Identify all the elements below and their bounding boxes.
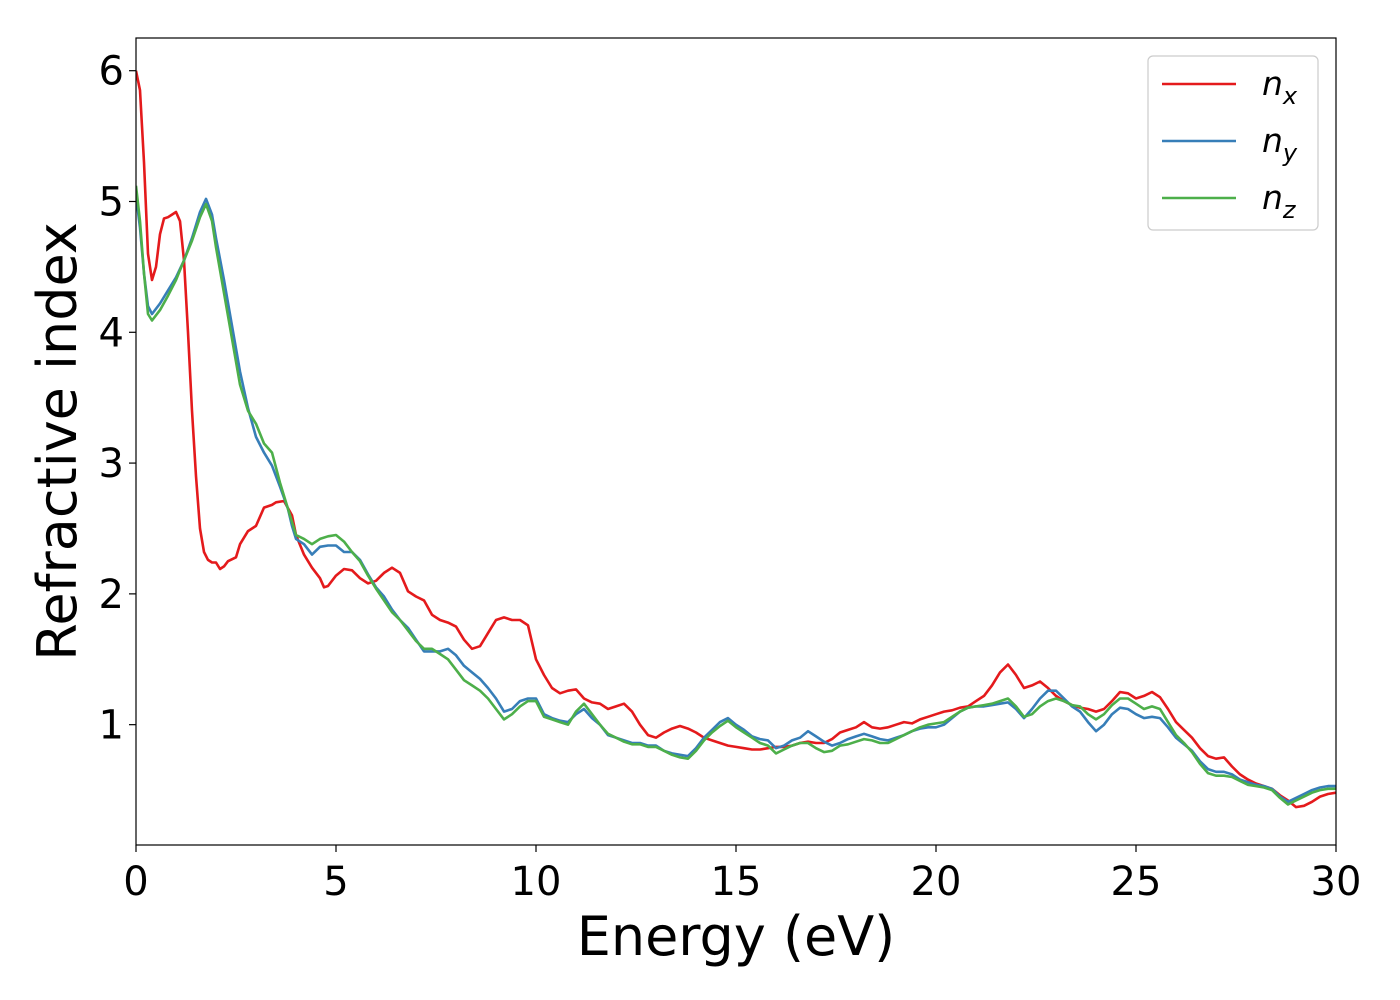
legend-label-x: nx — [1262, 64, 1298, 110]
series-line-z — [136, 185, 1336, 806]
series-line-x — [136, 70, 1336, 809]
x-tick-label: 0 — [123, 859, 148, 905]
legend-label-y: ny — [1262, 121, 1298, 167]
legend: nx ny nz — [1147, 55, 1319, 231]
x-tick-label: 30 — [1311, 859, 1362, 905]
legend-label-z: nz — [1262, 178, 1297, 224]
legend-box — [1147, 55, 1319, 231]
y-tick-label: 4 — [99, 310, 124, 356]
y-tick-label: 1 — [99, 703, 124, 749]
x-tick-label: 20 — [911, 859, 962, 905]
x-tick-label: 15 — [711, 859, 762, 905]
plot-area — [136, 70, 1336, 809]
y-axis-label: Refractive index — [26, 222, 89, 661]
x-tick-label: 25 — [1111, 859, 1162, 905]
x-tick-label: 10 — [511, 859, 562, 905]
y-tick-label: 5 — [99, 179, 124, 225]
series-line-y — [136, 194, 1336, 804]
y-tick-label: 3 — [99, 441, 124, 487]
y-tick-label: 6 — [99, 49, 124, 95]
y-tick-label: 2 — [99, 572, 124, 618]
x-tick-label: 5 — [323, 859, 348, 905]
x-axis-label: Energy (eV) — [577, 905, 896, 968]
axes: 0 5 10 15 20 25 30 1 2 3 4 5 6 — [99, 37, 1362, 905]
